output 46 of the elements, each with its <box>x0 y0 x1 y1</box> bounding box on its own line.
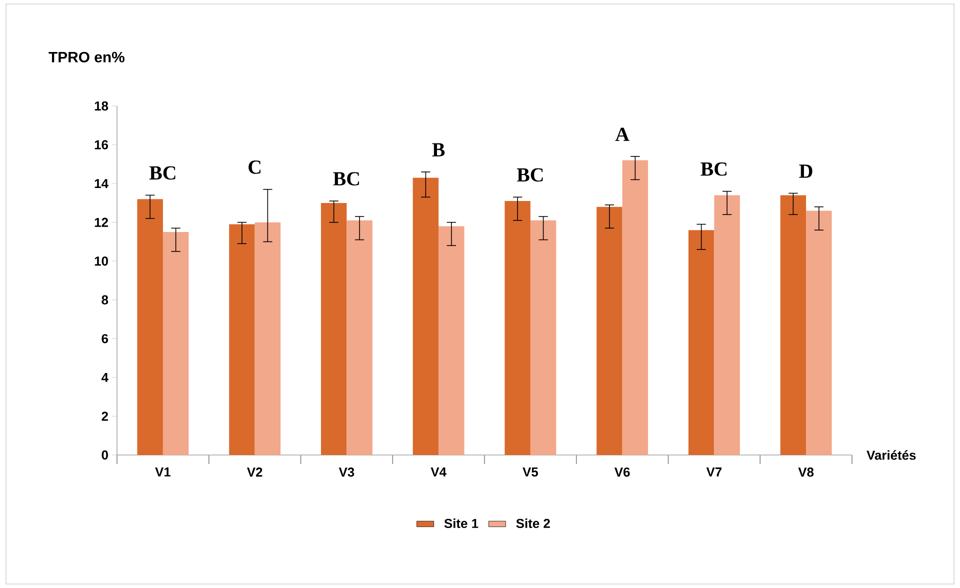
bar <box>806 210 832 455</box>
bar <box>622 160 648 455</box>
bar <box>229 224 255 455</box>
x-tick-label: V1 <box>155 468 170 476</box>
x-tick-label: V2 <box>246 468 262 477</box>
x-tick-label: V7 <box>706 468 722 476</box>
annotation: B <box>432 143 445 156</box>
bar <box>254 222 281 455</box>
x-tick-label: V5 <box>522 468 538 477</box>
y-tick-label: 16 <box>94 140 108 150</box>
y-tick-label: 18 <box>94 101 108 111</box>
bar <box>780 195 806 455</box>
bar <box>346 220 372 455</box>
y-tick-label: 8 <box>102 295 108 304</box>
bar <box>162 232 189 455</box>
bar <box>320 202 347 455</box>
y-tick-label: 4 <box>101 372 108 382</box>
y-tick-label: 12 <box>94 218 108 227</box>
x-axis-title: Variétés <box>866 450 916 460</box>
y-tick-label: 6 <box>102 334 108 344</box>
bar <box>714 195 740 455</box>
annotation: D <box>799 164 812 178</box>
x-tick-label: V8 <box>798 468 814 477</box>
annotation: BC <box>516 168 543 182</box>
bar <box>596 206 622 455</box>
bar <box>137 199 163 455</box>
bar <box>504 201 530 455</box>
bar <box>530 220 556 455</box>
bar <box>688 230 714 455</box>
y-tick-label: 2 <box>102 412 108 421</box>
annotation: C <box>248 160 260 174</box>
annotation: BC <box>700 162 727 176</box>
legend-label: Site 2 <box>516 518 550 528</box>
y-tick-label: 0 <box>102 450 108 460</box>
legend-label: Site 1 <box>444 518 478 528</box>
annotation: BC <box>333 172 360 186</box>
bar <box>412 178 439 455</box>
annotation: BC <box>149 166 176 180</box>
x-tick-label: V6 <box>614 468 630 477</box>
y-tick-label: 14 <box>94 179 108 188</box>
y-axis-title: TPRO en% <box>48 52 124 62</box>
x-tick-label: V3 <box>338 468 354 477</box>
annotation: A <box>615 128 630 141</box>
bar <box>438 226 464 455</box>
y-tick-label: 10 <box>94 256 108 266</box>
x-tick-label: V4 <box>430 468 446 476</box>
